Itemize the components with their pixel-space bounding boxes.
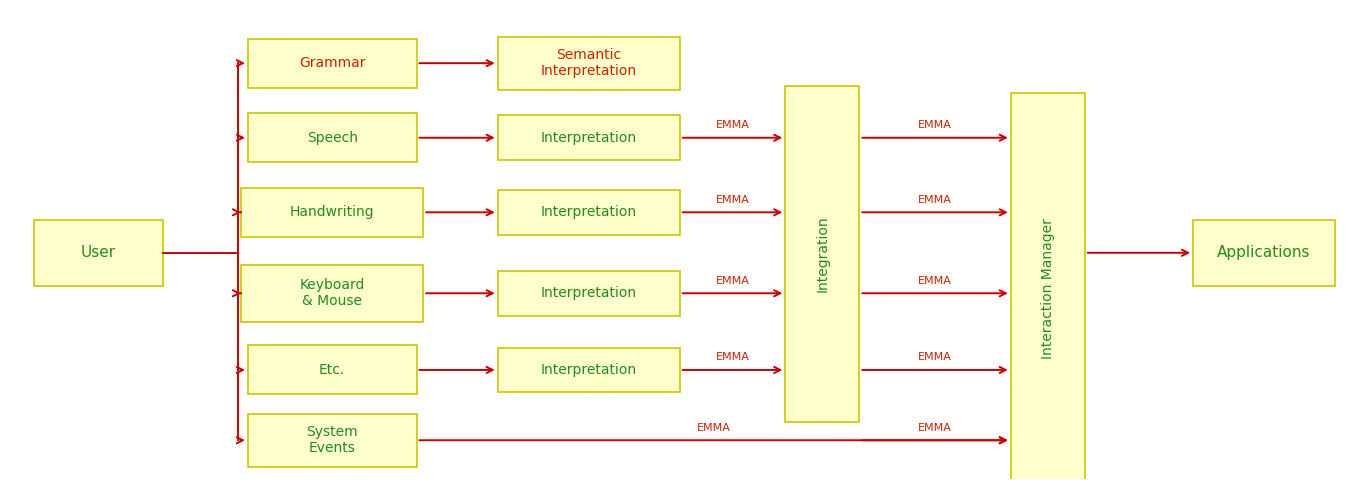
Text: Handwriting: Handwriting bbox=[290, 205, 375, 219]
FancyBboxPatch shape bbox=[1193, 220, 1334, 286]
FancyBboxPatch shape bbox=[248, 39, 417, 88]
Text: Grammar: Grammar bbox=[299, 56, 365, 70]
Text: EMMA: EMMA bbox=[919, 422, 953, 432]
FancyBboxPatch shape bbox=[498, 190, 679, 235]
Text: EMMA: EMMA bbox=[716, 352, 750, 362]
Text: Interaction Manager: Interaction Manager bbox=[1040, 218, 1055, 360]
Text: Interpretation: Interpretation bbox=[541, 131, 637, 145]
Text: System
Events: System Events bbox=[306, 425, 359, 456]
Text: Applications: Applications bbox=[1218, 245, 1311, 260]
Text: EMMA: EMMA bbox=[716, 120, 750, 130]
Text: Semantic
Interpretation: Semantic Interpretation bbox=[541, 48, 637, 78]
FancyBboxPatch shape bbox=[1011, 93, 1085, 480]
FancyBboxPatch shape bbox=[241, 188, 423, 237]
FancyBboxPatch shape bbox=[248, 414, 417, 467]
Text: Interpretation: Interpretation bbox=[541, 205, 637, 219]
Text: Etc.: Etc. bbox=[319, 363, 345, 377]
FancyBboxPatch shape bbox=[34, 220, 162, 286]
Text: EMMA: EMMA bbox=[716, 194, 750, 204]
Text: Keyboard
& Mouse: Keyboard & Mouse bbox=[299, 278, 365, 308]
FancyBboxPatch shape bbox=[248, 346, 417, 395]
FancyBboxPatch shape bbox=[498, 36, 679, 90]
FancyBboxPatch shape bbox=[241, 264, 423, 322]
Text: EMMA: EMMA bbox=[919, 276, 953, 286]
Text: Interpretation: Interpretation bbox=[541, 363, 637, 377]
FancyBboxPatch shape bbox=[498, 348, 679, 392]
Text: EMMA: EMMA bbox=[919, 194, 953, 204]
FancyBboxPatch shape bbox=[248, 113, 417, 162]
FancyBboxPatch shape bbox=[498, 271, 679, 316]
Text: EMMA: EMMA bbox=[919, 352, 953, 362]
FancyBboxPatch shape bbox=[498, 115, 679, 160]
FancyBboxPatch shape bbox=[785, 85, 859, 422]
Text: Speech: Speech bbox=[307, 131, 357, 145]
Text: User: User bbox=[81, 245, 116, 260]
Text: Interpretation: Interpretation bbox=[541, 286, 637, 300]
Text: EMMA: EMMA bbox=[697, 422, 731, 432]
Text: EMMA: EMMA bbox=[716, 276, 750, 286]
Text: Integration: Integration bbox=[816, 216, 829, 292]
Text: EMMA: EMMA bbox=[919, 120, 953, 130]
